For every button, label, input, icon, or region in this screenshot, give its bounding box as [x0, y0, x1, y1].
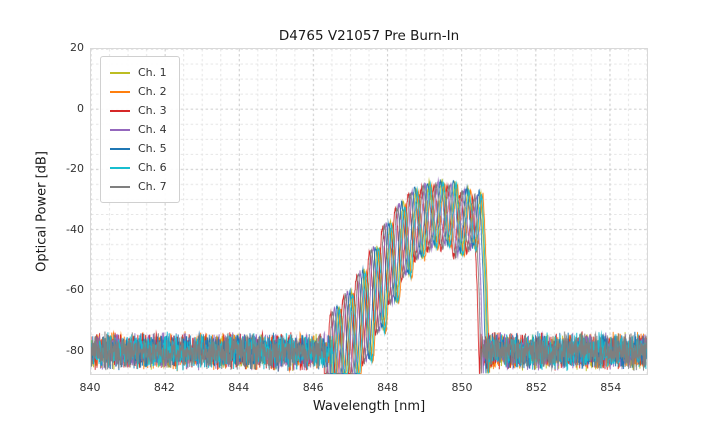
legend-line-swatch	[110, 71, 130, 74]
legend-label: Ch. 3	[138, 104, 167, 117]
legend-label: Ch. 6	[138, 161, 167, 174]
x-tick-label: 852	[525, 381, 547, 394]
x-tick-label: 848	[377, 381, 399, 394]
plot-canvas	[91, 49, 647, 374]
legend-item: Ch. 7	[110, 177, 167, 196]
legend-line-swatch	[110, 128, 130, 131]
legend-item: Ch. 4	[110, 120, 167, 139]
x-tick-label: 844	[228, 381, 250, 394]
legend-item: Ch. 3	[110, 101, 167, 120]
legend-label: Ch. 5	[138, 142, 167, 155]
y-tick-label: -80	[66, 343, 84, 357]
legend-line-swatch	[110, 166, 130, 169]
legend-label: Ch. 1	[138, 66, 167, 79]
y-axis-label: Optical Power [dB]	[34, 151, 50, 272]
y-tick-label: 20	[70, 41, 84, 54]
y-tick-label: 0	[77, 101, 84, 115]
legend: Ch. 1 Ch. 2 Ch. 3 Ch. 4 Ch. 5 Ch. 6 Ch. 7	[100, 56, 180, 203]
x-tick-label: 842	[153, 381, 175, 394]
plot-area	[90, 48, 648, 375]
y-tick-label: -40	[66, 222, 84, 236]
legend-item: Ch. 1	[110, 63, 167, 82]
legend-line-swatch	[110, 109, 130, 112]
legend-line-swatch	[110, 147, 130, 150]
legend-item: Ch. 6	[110, 158, 167, 177]
legend-item: Ch. 5	[110, 139, 167, 158]
x-axis-label: Wavelength [nm]	[312, 399, 426, 414]
y-tick-label: -20	[66, 162, 84, 176]
chart-title: D4765 V21057 Pre Burn-In	[278, 28, 460, 44]
legend-line-swatch	[110, 185, 130, 188]
x-tick-label: 850	[451, 381, 473, 394]
x-tick-label: 854	[600, 381, 622, 394]
x-tick-label: 840	[79, 381, 101, 394]
legend-label: Ch. 2	[138, 85, 167, 98]
y-tick-label: -60	[66, 283, 84, 297]
legend-label: Ch. 4	[138, 123, 167, 136]
x-tick-label: 846	[302, 381, 324, 394]
legend-item: Ch. 2	[110, 82, 167, 101]
legend-label: Ch. 7	[138, 180, 167, 193]
legend-line-swatch	[110, 90, 130, 93]
